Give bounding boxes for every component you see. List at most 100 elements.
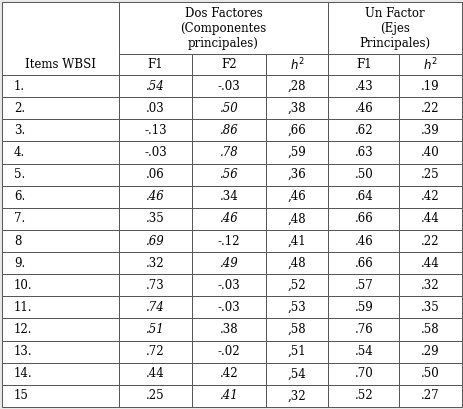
Bar [399,319,461,341]
Text: .32: .32 [146,256,164,270]
Bar [119,54,192,75]
Bar [399,119,461,142]
Text: .38: .38 [219,323,238,336]
Text: .62: .62 [354,124,372,137]
Bar [2,208,119,230]
Text: .50: .50 [354,168,372,181]
Bar [192,319,265,341]
Text: .49: .49 [219,256,238,270]
Text: ,58: ,58 [287,323,306,336]
Bar [119,164,192,186]
Text: ,46: ,46 [287,190,306,203]
Text: .64: .64 [354,190,372,203]
Text: .25: .25 [420,168,439,181]
Text: -.12: -.12 [218,234,240,247]
Bar [2,319,119,341]
Text: .58: .58 [420,323,439,336]
Text: .70: .70 [354,367,372,380]
Text: .86: .86 [219,124,238,137]
Bar [119,119,192,142]
Bar [328,208,399,230]
Bar [119,274,192,297]
Text: 3.: 3. [14,124,25,137]
Text: 15: 15 [14,389,29,402]
Bar [119,319,192,341]
Bar [328,119,399,142]
Bar [119,97,192,119]
Text: ,54: ,54 [287,367,306,380]
Bar [328,75,399,97]
Text: .44: .44 [146,367,164,380]
Text: F2: F2 [221,58,237,71]
Text: .44: .44 [420,256,439,270]
Text: .40: .40 [420,146,439,159]
Text: ,48: ,48 [287,256,306,270]
Bar [192,385,265,407]
Text: .03: .03 [146,102,164,115]
Text: .41: .41 [219,389,238,402]
Bar [2,2,119,75]
Text: 8: 8 [14,234,21,247]
Text: .35: .35 [420,301,439,314]
Bar [2,230,119,252]
Bar [265,186,328,208]
Bar [265,230,328,252]
Text: .66: .66 [354,256,372,270]
Text: -.03: -.03 [217,279,240,292]
Bar [192,97,265,119]
Text: .44: .44 [420,212,439,225]
Bar [265,319,328,341]
Text: .57: .57 [354,279,372,292]
Text: .63: .63 [354,146,372,159]
Text: .52: .52 [354,389,372,402]
Bar [265,341,328,363]
Text: 1.: 1. [14,80,25,92]
Text: .42: .42 [420,190,439,203]
Bar [192,252,265,274]
Text: Dos Factores
(Componentes
principales): Dos Factores (Componentes principales) [180,7,266,49]
Text: .25: .25 [146,389,164,402]
Text: .39: .39 [420,124,439,137]
Bar [2,385,119,407]
Text: -.02: -.02 [218,345,240,358]
Bar [265,75,328,97]
Text: $h^2$: $h^2$ [289,56,304,73]
Bar [119,2,328,54]
Bar [119,385,192,407]
Bar [119,341,192,363]
Bar [192,208,265,230]
Text: F1: F1 [147,58,163,71]
Text: .35: .35 [146,212,164,225]
Bar [328,252,399,274]
Bar [192,142,265,164]
Text: .59: .59 [354,301,372,314]
Bar [192,341,265,363]
Bar [192,54,265,75]
Text: -.13: -.13 [144,124,166,137]
Bar [265,164,328,186]
Bar [328,54,399,75]
Bar [399,142,461,164]
Text: ,53: ,53 [287,301,306,314]
Bar [2,97,119,119]
Bar [192,297,265,319]
Text: .69: .69 [146,234,164,247]
Bar [399,252,461,274]
Bar [2,75,119,97]
Text: 10.: 10. [14,279,32,292]
Bar [399,208,461,230]
Bar [399,230,461,252]
Text: 14.: 14. [14,367,32,380]
Bar [399,97,461,119]
Bar [265,119,328,142]
Bar [399,363,461,385]
Bar [192,363,265,385]
Text: ,36: ,36 [287,168,306,181]
Bar [328,274,399,297]
Bar [119,252,192,274]
Text: .42: .42 [219,367,238,380]
Text: .51: .51 [146,323,164,336]
Bar [328,97,399,119]
Text: ,52: ,52 [287,279,306,292]
Bar [399,385,461,407]
